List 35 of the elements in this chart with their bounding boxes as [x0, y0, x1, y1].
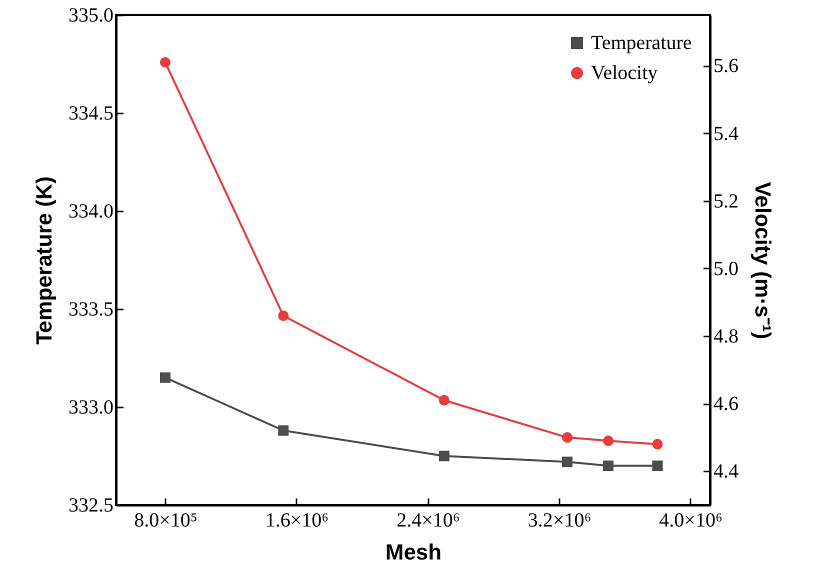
y-tick-label: 333.5 — [68, 298, 114, 320]
y2-tick-label: 5.4 — [714, 122, 738, 145]
point — [562, 456, 572, 468]
point — [603, 460, 614, 472]
x-tick-label: 4.0×10⁶ — [659, 510, 722, 532]
point — [652, 460, 663, 472]
point — [562, 432, 572, 443]
point — [438, 450, 450, 462]
point — [603, 436, 614, 446]
x-axis-title: Mesh — [385, 540, 442, 564]
y-tick-label: 332.5 — [68, 494, 114, 516]
point — [160, 57, 170, 68]
x-tick-label: 3.2×10⁶ — [528, 510, 592, 532]
y-tick-label: 334.0 — [68, 200, 114, 222]
point — [278, 310, 289, 321]
legend-label: Temperature — [591, 32, 692, 54]
point — [652, 438, 663, 450]
point — [278, 425, 289, 436]
y-tick-label: 333.0 — [68, 396, 114, 418]
legend-label: Velocity — [591, 62, 658, 84]
y-axis-title: Temperature (K) — [32, 176, 56, 345]
y2-tick-label: 5.2 — [714, 190, 738, 212]
y-tick-label: 335.0 — [68, 4, 114, 26]
x-tick-label: 1.6×10⁶ — [265, 510, 329, 532]
x-tick-label: 8.0×10⁵ — [134, 510, 198, 532]
y2-tick-label: 4.8 — [714, 326, 738, 348]
y2-tick-label: 5.0 — [714, 258, 738, 280]
point — [438, 395, 450, 406]
y2-tick-label: 5.6 — [714, 55, 738, 78]
y2-axis-title: Velocity (m·s⁻¹) — [750, 182, 776, 340]
y2-tick-label: 4.4 — [714, 460, 738, 483]
y2-tick-label: 4.6 — [714, 393, 738, 416]
point — [160, 372, 170, 383]
y-tick-label: 334.5 — [68, 102, 114, 124]
x-tick-label: 2.4×10⁶ — [396, 510, 460, 532]
